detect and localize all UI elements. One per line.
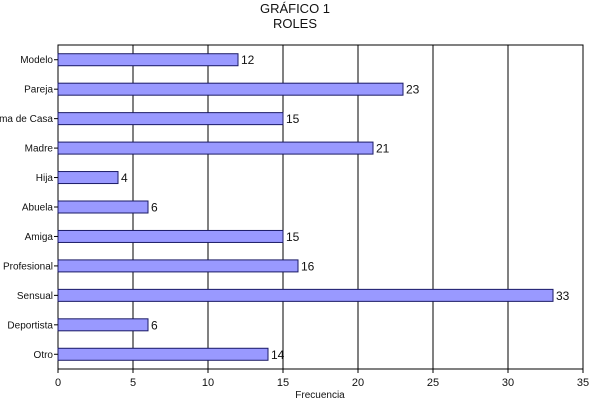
- category-label: Deportista: [7, 320, 53, 331]
- bar-amiga: [57, 229, 284, 243]
- bar-modelo: [57, 53, 239, 67]
- x-axis-title: Frecuencia: [295, 390, 345, 401]
- value-label: 15: [286, 230, 300, 244]
- value-labels: 12 23 15 21 4 6 15 16 33 6 14: [121, 53, 570, 362]
- bar-pareja: [57, 82, 404, 96]
- category-label: Sensual: [17, 291, 53, 302]
- chart-subtitle: ROLES: [273, 16, 317, 31]
- value-label: 12: [241, 53, 255, 67]
- category-label: Abuela: [22, 203, 54, 214]
- category-label: Madre: [25, 144, 54, 155]
- chart-title: GRÁFICO 1: [260, 1, 330, 16]
- category-label: Profesional: [3, 261, 53, 272]
- x-tick-label: 25: [427, 377, 439, 389]
- x-tick-label: 15: [277, 377, 289, 389]
- category-label: Modelo: [20, 55, 53, 66]
- category-label: Otro: [34, 350, 54, 361]
- x-tick-label: 35: [577, 377, 589, 389]
- bar-abuela: [57, 200, 149, 214]
- category-labels: Modelo Pareja Ama de Casa Madre Hija Abuela Am…: [0, 55, 53, 361]
- x-tick-label: 30: [502, 377, 514, 389]
- bars: [54, 53, 554, 361]
- value-label: 21: [376, 142, 390, 156]
- x-tick-label: 10: [202, 377, 214, 389]
- x-tick-label: 20: [352, 377, 364, 389]
- value-label: 14: [271, 348, 285, 362]
- value-label: 15: [286, 112, 300, 126]
- bar-hija: [57, 171, 119, 185]
- x-tick-label: 0: [55, 377, 61, 389]
- bar-deportista: [57, 318, 149, 332]
- x-tick-labels: 0 5 10 15 20 25 30 35: [55, 377, 589, 389]
- value-label: 16: [301, 259, 315, 273]
- value-label: 33: [556, 289, 570, 303]
- category-label: Pareja: [24, 85, 53, 96]
- bar-madre: [57, 141, 374, 155]
- category-label: Ama de Casa: [0, 114, 53, 125]
- value-label: 4: [121, 171, 128, 185]
- value-label: 6: [151, 201, 158, 215]
- bar-profesional: [57, 259, 299, 273]
- bar-ama-de-casa: [57, 112, 284, 126]
- x-tick-label: 5: [130, 377, 136, 389]
- value-label: 6: [151, 318, 158, 332]
- category-label: Hija: [36, 173, 54, 184]
- bar-otro: [57, 347, 269, 361]
- bar-sensual: [57, 288, 554, 302]
- value-label: 23: [406, 83, 420, 97]
- category-label: Amiga: [25, 232, 54, 243]
